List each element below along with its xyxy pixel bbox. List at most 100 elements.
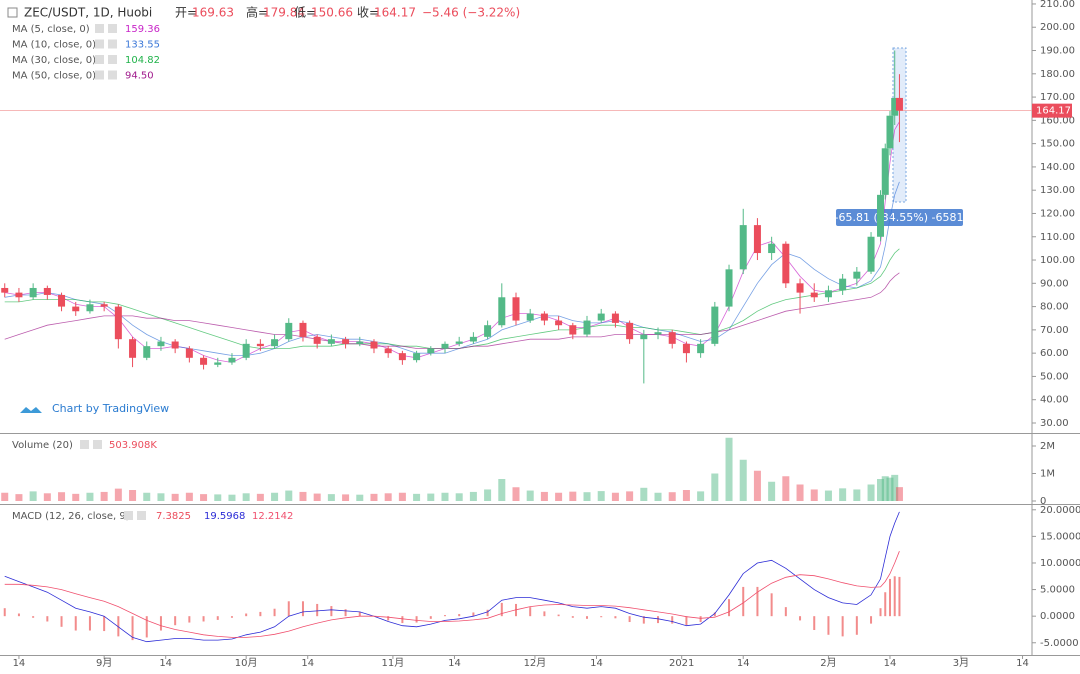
macd-histogram bbox=[486, 609, 489, 617]
candle-body bbox=[668, 332, 676, 344]
y-tick-label: 90.00 bbox=[1040, 278, 1069, 289]
y-tick-label: 140.00 bbox=[1040, 162, 1075, 173]
macd-histogram bbox=[529, 607, 532, 617]
ohlc-name: 高= bbox=[246, 5, 268, 20]
macd-histogram bbox=[657, 616, 660, 624]
x-tick-label: 14 bbox=[448, 658, 461, 669]
x-tick-label: 11月 bbox=[382, 657, 405, 669]
candle-body bbox=[753, 225, 761, 254]
macd-histogram bbox=[614, 616, 617, 619]
macd-histogram bbox=[358, 611, 361, 617]
legend-icon bbox=[95, 24, 104, 33]
x-tick-label: 14 bbox=[13, 658, 26, 669]
y-tick-label: 0.0000 bbox=[1040, 611, 1075, 622]
macd-histogram bbox=[131, 616, 134, 641]
volume-bar bbox=[441, 492, 449, 501]
volume-bar bbox=[129, 490, 137, 501]
ohlc-value: 169.63 bbox=[192, 6, 234, 20]
measure-label: -65.81 (-34.55%) -6581 bbox=[835, 211, 964, 224]
macd-histogram bbox=[855, 616, 858, 635]
volume-bar bbox=[100, 491, 108, 501]
candle-body bbox=[583, 320, 591, 335]
watermark[interactable]: Chart by TradingView bbox=[52, 402, 169, 415]
macd-histogram bbox=[330, 606, 333, 617]
macd-histogram bbox=[813, 616, 816, 630]
ohlc-name: 开= bbox=[175, 6, 197, 20]
candle-body bbox=[839, 278, 847, 291]
macd-histogram bbox=[784, 607, 787, 617]
x-tick-label: 14 bbox=[737, 658, 750, 669]
candle-body bbox=[711, 306, 719, 344]
volume-bar bbox=[285, 490, 293, 501]
macd-histogram bbox=[571, 616, 574, 618]
volume-bar bbox=[15, 494, 23, 501]
macd-histogram bbox=[3, 608, 6, 617]
legend-icon bbox=[95, 70, 104, 80]
x-tick-label: 14 bbox=[159, 658, 172, 669]
macd-histogram bbox=[145, 616, 148, 638]
candle-body bbox=[384, 348, 392, 354]
y-tick-label: 200.00 bbox=[1040, 22, 1075, 33]
macd-histogram bbox=[245, 613, 248, 617]
volume-bar bbox=[185, 492, 193, 501]
candle-body bbox=[342, 339, 350, 344]
x-tick-label: 9月 bbox=[96, 657, 112, 669]
candle-body bbox=[469, 336, 477, 342]
y-tick-label: 10.0000 bbox=[1040, 558, 1080, 569]
volume-bar bbox=[810, 489, 818, 501]
candle-body bbox=[72, 306, 80, 312]
volume-bar bbox=[640, 487, 648, 501]
macd-histogram bbox=[443, 615, 446, 617]
legend-icon bbox=[137, 511, 146, 520]
candle-body bbox=[782, 243, 790, 284]
macd-histogram bbox=[543, 611, 546, 617]
volume-bar bbox=[200, 494, 208, 501]
candle-body bbox=[214, 362, 222, 365]
volume-bar bbox=[43, 493, 51, 501]
volume-bar bbox=[484, 489, 492, 501]
ma-line bbox=[4, 181, 900, 356]
volume-bar bbox=[469, 491, 477, 501]
y-tick-label: 180.00 bbox=[1040, 69, 1075, 80]
measure-label-box bbox=[836, 209, 963, 226]
macd-histogram bbox=[429, 616, 432, 619]
macd-histogram bbox=[713, 612, 716, 617]
macd-histogram bbox=[586, 616, 589, 619]
candle-body bbox=[185, 348, 193, 358]
volume-bar bbox=[824, 490, 832, 501]
macd-histogram bbox=[756, 586, 759, 617]
macd-histogram bbox=[742, 586, 745, 617]
volume-bar bbox=[654, 492, 662, 501]
legend-icon bbox=[108, 39, 117, 49]
last-price-box bbox=[1032, 103, 1072, 118]
candle-body bbox=[327, 339, 335, 344]
y-tick-label: 170.00 bbox=[1040, 92, 1075, 103]
chart-title: ZEC/USDT, 1D, Huobi bbox=[24, 6, 152, 20]
macd-histogram bbox=[500, 602, 503, 617]
volume-bar bbox=[877, 479, 885, 501]
candle-body bbox=[654, 332, 662, 335]
legend-icon bbox=[93, 440, 102, 449]
y-tick-label: 110.00 bbox=[1040, 232, 1075, 243]
logo[interactable] bbox=[20, 407, 42, 413]
volume-bar bbox=[214, 494, 222, 501]
candle-body bbox=[682, 343, 690, 354]
last-price-label: 164.17 bbox=[1036, 106, 1071, 117]
x-tick-label: 12月 bbox=[524, 657, 547, 669]
volume-bar bbox=[413, 493, 421, 501]
candle-body bbox=[891, 97, 899, 116]
volume-bar bbox=[1, 492, 9, 501]
volume-bar bbox=[398, 492, 406, 501]
macd-histogram bbox=[74, 616, 77, 631]
macd-histogram bbox=[415, 616, 418, 623]
volume-bar bbox=[327, 494, 335, 501]
symbol-icon bbox=[7, 7, 18, 18]
volume-bar bbox=[697, 491, 705, 501]
volume-bar bbox=[256, 493, 264, 501]
candle-body bbox=[597, 313, 605, 321]
macd-histogram bbox=[472, 612, 475, 617]
macd-histogram bbox=[728, 599, 731, 617]
candle-body bbox=[200, 357, 208, 365]
macd-histogram bbox=[827, 616, 830, 635]
